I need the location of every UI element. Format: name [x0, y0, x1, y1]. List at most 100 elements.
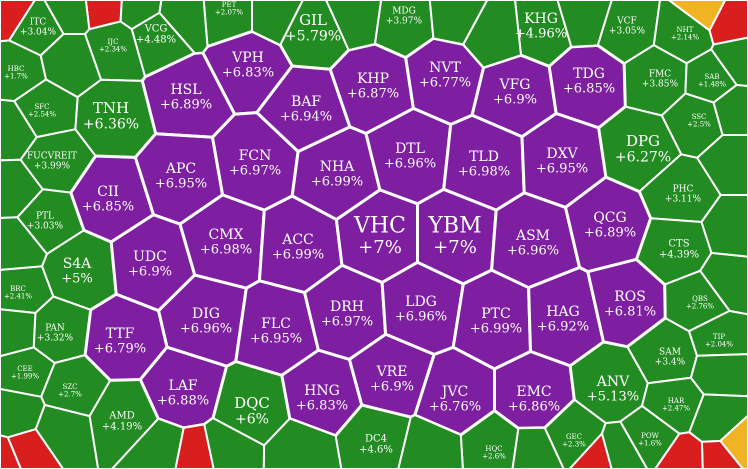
ticker-label: POW — [641, 432, 659, 440]
cell-ros[interactable] — [586, 257, 667, 349]
ticker-label: AMD — [108, 411, 134, 422]
change-label: +1.6% — [638, 440, 662, 448]
change-label: +7% — [433, 237, 477, 258]
change-label: +5.13% — [587, 389, 639, 404]
ticker-label: PTL — [36, 212, 54, 222]
change-label: +3.4% — [655, 358, 686, 368]
change-label: +6.81% — [604, 304, 656, 319]
change-label: +2.04% — [705, 341, 733, 349]
ticker-label: QBS — [692, 295, 708, 303]
ticker-label: HNG — [304, 383, 340, 399]
ticker-label: DQC — [234, 394, 270, 412]
change-label: +2.41% — [4, 293, 32, 301]
cell-minor[interactable] — [511, 426, 565, 469]
cell-emc[interactable] — [493, 350, 576, 430]
change-label: +5% — [61, 271, 93, 286]
cell-minor[interactable] — [262, 417, 343, 469]
change-label: +3.99% — [34, 162, 71, 172]
ticker-label: TDG — [573, 66, 605, 82]
change-label: +6.94% — [280, 109, 332, 124]
cell-minor[interactable] — [43, 0, 91, 35]
ticker-label: ITC — [30, 18, 47, 28]
ticker-label: SZC — [62, 383, 77, 391]
change-label: +6.9% — [128, 264, 172, 279]
change-label: +3.85% — [642, 80, 679, 90]
cell-minor[interactable] — [251, 0, 304, 46]
change-label: +3.05% — [609, 27, 646, 37]
change-label: +6.95% — [155, 176, 207, 191]
change-label: +6.96% — [384, 156, 436, 171]
cell-minor[interactable] — [601, 420, 649, 469]
ticker-label: CII — [97, 184, 119, 200]
ticker-label: VPH — [231, 50, 264, 66]
change-label: +6.96% — [180, 321, 232, 336]
ticker-label: SAB — [705, 73, 720, 81]
ticker-label: FLC — [261, 316, 291, 332]
change-label: +2.54% — [28, 111, 56, 119]
ticker-label: PHC — [673, 185, 694, 195]
cell-minor[interactable] — [397, 414, 464, 469]
ticker-label: VCG — [144, 24, 168, 35]
ticker-label: CTS — [668, 239, 689, 250]
cell-minor[interactable] — [111, 417, 185, 469]
ticker-label: ROS — [614, 289, 646, 305]
change-label: +2.5% — [687, 121, 711, 129]
change-label: +4.39% — [659, 250, 699, 261]
ticker-label: ACC — [281, 232, 314, 248]
change-label: +1.7% — [4, 73, 28, 81]
change-label: +6.88% — [157, 393, 209, 408]
cell-minor[interactable] — [0, 216, 48, 271]
cell-minor[interactable] — [667, 0, 727, 32]
ticker-label: SFC — [34, 103, 49, 111]
change-label: +3.97% — [386, 17, 423, 27]
cell-minor[interactable] — [0, 308, 37, 358]
cell-minor[interactable] — [34, 404, 100, 469]
ticker-label: NHA — [320, 159, 355, 175]
ticker-label: NHT — [677, 26, 694, 34]
change-label: +1.48% — [698, 81, 726, 89]
cell-minor[interactable] — [654, 431, 704, 469]
ticker-label: DPG — [626, 132, 660, 150]
cell-minor[interactable] — [462, 0, 522, 69]
ticker-label: SSC — [692, 113, 707, 121]
change-label: +6.79% — [94, 341, 146, 356]
change-label: +6.85% — [563, 81, 615, 96]
ticker-label: ASM — [515, 228, 550, 244]
ticker-label: CMX — [208, 227, 243, 243]
change-label: +6.9% — [493, 92, 537, 107]
change-label: +3.04% — [20, 28, 57, 38]
change-label: +6.98% — [200, 242, 252, 257]
ticker-label: JVC — [440, 384, 468, 400]
ticker-label: ANV — [596, 374, 630, 390]
change-label: +6.77% — [419, 75, 471, 90]
change-label: +6.99% — [272, 247, 324, 262]
cell-minor[interactable] — [119, 0, 163, 31]
cell-minor[interactable] — [556, 0, 613, 48]
cell-minor[interactable] — [325, 0, 383, 52]
change-label: +3.32% — [37, 334, 74, 344]
change-label: +6.27% — [615, 149, 671, 165]
change-label: +6.36% — [83, 116, 139, 132]
ticker-label: S4A — [63, 256, 92, 272]
ticker-label: TIP — [713, 333, 725, 341]
cell-minor[interactable] — [0, 0, 36, 43]
ticker-label: FMC — [649, 70, 671, 80]
change-label: +6.9% — [370, 379, 414, 394]
ticker-label: KHP — [357, 71, 389, 87]
change-label: +4.96% — [515, 26, 567, 41]
ticker-label: VFG — [498, 77, 530, 93]
ticker-label: DC4 — [365, 434, 387, 445]
change-label: +2.7% — [58, 391, 82, 399]
change-label: +7% — [358, 237, 402, 258]
change-label: +6.95% — [536, 161, 588, 176]
ticker-label: PTC — [481, 306, 510, 322]
change-label: +2.34% — [99, 46, 127, 54]
cell-minor[interactable] — [688, 393, 748, 443]
cell-minor[interactable] — [689, 353, 748, 398]
change-label: +1.99% — [11, 373, 39, 381]
change-label: +6.92% — [537, 319, 589, 334]
ticker-label: DXV — [546, 146, 578, 162]
cell-minor[interactable] — [710, 36, 748, 87]
